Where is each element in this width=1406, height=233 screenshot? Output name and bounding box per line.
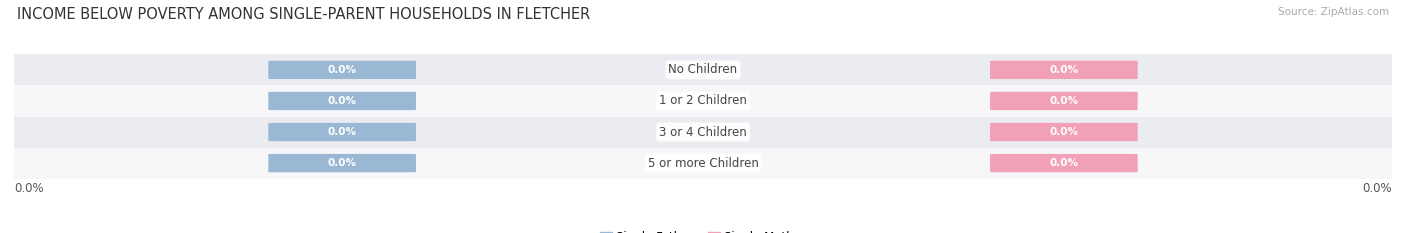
Text: 0.0%: 0.0%	[1049, 158, 1078, 168]
FancyBboxPatch shape	[269, 61, 416, 79]
FancyBboxPatch shape	[990, 61, 1137, 79]
Legend: Single Father, Single Mother: Single Father, Single Mother	[600, 231, 806, 233]
Text: 0.0%: 0.0%	[1362, 182, 1392, 195]
Text: INCOME BELOW POVERTY AMONG SINGLE-PARENT HOUSEHOLDS IN FLETCHER: INCOME BELOW POVERTY AMONG SINGLE-PARENT…	[17, 7, 591, 22]
FancyBboxPatch shape	[269, 154, 416, 172]
Text: 0.0%: 0.0%	[14, 182, 44, 195]
Text: 0.0%: 0.0%	[328, 158, 357, 168]
Text: 0.0%: 0.0%	[328, 127, 357, 137]
Text: 0.0%: 0.0%	[328, 65, 357, 75]
FancyBboxPatch shape	[990, 123, 1137, 141]
Text: 0.0%: 0.0%	[1049, 127, 1078, 137]
Text: 5 or more Children: 5 or more Children	[648, 157, 758, 170]
Bar	[14, 86, 1392, 116]
Bar	[14, 116, 1392, 147]
Text: 3 or 4 Children: 3 or 4 Children	[659, 126, 747, 139]
FancyBboxPatch shape	[990, 92, 1137, 110]
Text: 0.0%: 0.0%	[328, 96, 357, 106]
FancyBboxPatch shape	[269, 92, 416, 110]
Bar	[14, 147, 1392, 179]
Text: 0.0%: 0.0%	[1049, 65, 1078, 75]
Bar	[14, 54, 1392, 86]
FancyBboxPatch shape	[990, 154, 1137, 172]
FancyBboxPatch shape	[269, 123, 416, 141]
Text: 0.0%: 0.0%	[1049, 96, 1078, 106]
Text: Source: ZipAtlas.com: Source: ZipAtlas.com	[1278, 7, 1389, 17]
Text: No Children: No Children	[668, 63, 738, 76]
Text: 1 or 2 Children: 1 or 2 Children	[659, 94, 747, 107]
